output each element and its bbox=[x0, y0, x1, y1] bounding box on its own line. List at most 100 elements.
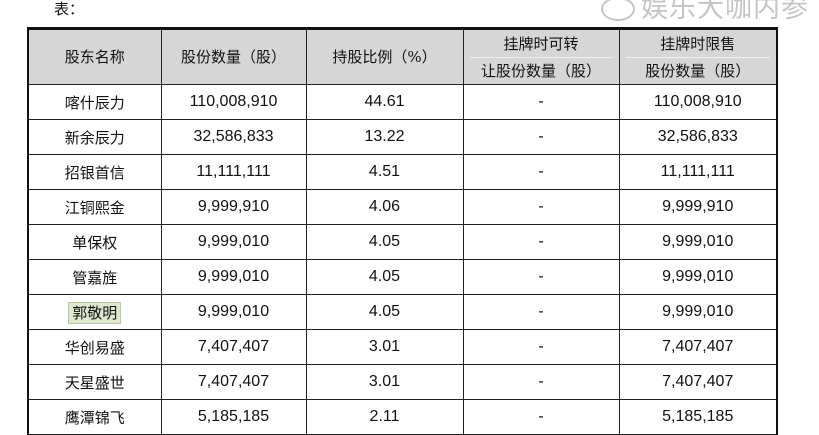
column-header: 持股比例（%） bbox=[305, 28, 464, 85]
restricted-shares: 9,999,010 bbox=[618, 294, 778, 330]
cell-text: 9,999,010 bbox=[662, 268, 734, 285]
share-count: 9,999,910 bbox=[160, 189, 307, 225]
watermark-text: 娱乐大咖内参 bbox=[641, 0, 809, 24]
restricted-shares: 9,999,010 bbox=[618, 224, 778, 260]
shareholder-name: 天星盛世 bbox=[27, 364, 162, 400]
share-count: 5,185,185 bbox=[160, 399, 307, 435]
holding-ratio: 44.61 bbox=[305, 84, 464, 120]
table-row: 鹰潭锦飞 5,185,185 2.11 - 5,185,185 bbox=[27, 399, 778, 435]
column-header-line: 挂牌时限售 bbox=[625, 31, 770, 58]
cell-text: 2.11 bbox=[369, 408, 400, 425]
cell-text: 44.61 bbox=[364, 93, 405, 110]
cell-text: - bbox=[538, 128, 544, 145]
transferable-shares: - bbox=[462, 119, 620, 155]
cell-text: 7,407,407 bbox=[197, 373, 270, 390]
table-row: 单保权 9,999,010 4.05 - 9,999,010 bbox=[27, 224, 778, 260]
column-header-line: 持股比例（%） bbox=[332, 48, 437, 66]
table-row: 天星盛世 7,407,407 3.01 - 7,407,407 bbox=[27, 364, 778, 400]
cell-text: 招银首信 bbox=[64, 163, 125, 182]
column-header-line: 挂牌时可转 bbox=[469, 31, 613, 58]
holding-ratio: 13.22 bbox=[305, 119, 464, 155]
cell-text: 天星盛世 bbox=[64, 373, 125, 392]
restricted-shares: 110,008,910 bbox=[618, 84, 778, 120]
cell-text: 11,111,111 bbox=[660, 163, 735, 180]
cell-text: 9,999,010 bbox=[662, 233, 734, 250]
share-count: 110,008,910 bbox=[160, 84, 307, 120]
cell-text: - bbox=[538, 408, 544, 425]
table-row: 新余辰力 32,586,833 13.22 - 32,586,833 bbox=[27, 119, 778, 155]
cell-text: 4.51 bbox=[368, 163, 401, 180]
cell-text: 管嘉旌 bbox=[72, 268, 118, 287]
shareholder-name: 华创易盛 bbox=[27, 329, 162, 365]
holding-ratio: 3.01 bbox=[305, 364, 464, 400]
share-count: 7,407,407 bbox=[160, 364, 307, 400]
cell-text: 7,407,407 bbox=[197, 338, 270, 355]
cell-text: 5,185,185 bbox=[197, 408, 270, 425]
transferable-shares: - bbox=[462, 364, 620, 400]
cell-text: 7,407,407 bbox=[662, 338, 734, 355]
cell-text: 4.06 bbox=[368, 198, 401, 215]
shareholder-name: 管嘉旌 bbox=[27, 259, 162, 295]
cell-text: 4.05 bbox=[368, 268, 401, 285]
wechat-icon bbox=[601, 0, 635, 21]
transferable-shares: - bbox=[462, 84, 620, 120]
shareholder-table: 股东名称 股份数量（股） 持股比例（%） 挂牌时可转 让股份数量（股） 挂牌时限售 股份数量… bbox=[27, 27, 778, 435]
cell-text: 9,999,010 bbox=[197, 303, 270, 320]
holding-ratio: 4.51 bbox=[305, 154, 464, 190]
table-row: 华创易盛 7,407,407 3.01 - 7,407,407 bbox=[27, 329, 778, 365]
transferable-shares: - bbox=[462, 294, 620, 330]
share-count: 9,999,010 bbox=[160, 224, 307, 260]
column-header: 挂牌时可转让股份数量（股） bbox=[462, 28, 620, 85]
restricted-shares: 9,999,910 bbox=[618, 189, 778, 225]
cell-text: 3.01 bbox=[368, 338, 401, 355]
table-header-row: 股东名称 股份数量（股） 持股比例（%） 挂牌时可转 让股份数量（股） 挂牌时限售 股份数量… bbox=[27, 28, 778, 85]
shareholder-name: 招银首信 bbox=[27, 154, 162, 190]
cell-text: 110,008,910 bbox=[653, 93, 742, 110]
table-row: 管嘉旌 9,999,010 4.05 - 9,999,010 bbox=[27, 259, 778, 295]
cell-text: 9,999,910 bbox=[662, 198, 734, 215]
cell-text: 7,407,407 bbox=[662, 373, 734, 390]
cell-text: 新余辰力 bbox=[64, 128, 125, 147]
cell-text: - bbox=[538, 93, 544, 110]
transferable-shares: - bbox=[462, 259, 620, 295]
table-row: 江铜熙金 9,999,910 4.06 - 9,999,910 bbox=[27, 189, 778, 225]
column-header: 股份数量（股） bbox=[160, 28, 307, 85]
holding-ratio: 4.05 bbox=[305, 259, 464, 295]
column-header-line: 让股份数量（股） bbox=[480, 61, 601, 80]
share-count: 9,999,010 bbox=[160, 294, 307, 330]
cell-text: 32,586,833 bbox=[193, 128, 274, 145]
transferable-shares: - bbox=[462, 399, 620, 435]
share-count: 32,586,833 bbox=[160, 119, 307, 155]
restricted-shares: 7,407,407 bbox=[618, 329, 778, 365]
holding-ratio: 4.05 bbox=[305, 294, 464, 330]
transferable-shares: - bbox=[462, 329, 620, 365]
column-header: 股东名称 bbox=[27, 28, 162, 85]
restricted-shares: 9,999,010 bbox=[618, 259, 778, 295]
cell-text: 4.05 bbox=[368, 233, 401, 250]
restricted-shares: 32,586,833 bbox=[618, 119, 778, 155]
share-count: 9,999,010 bbox=[160, 259, 307, 295]
shareholder-name: 郭敬明 bbox=[27, 294, 162, 330]
share-count: 7,407,407 bbox=[160, 329, 307, 365]
column-header-line: 股份数量（股） bbox=[180, 48, 286, 66]
shareholder-name: 喀什辰力 bbox=[27, 84, 162, 120]
cell-text: - bbox=[538, 198, 544, 215]
transferable-shares: - bbox=[462, 224, 620, 260]
shareholder-name: 新余辰力 bbox=[27, 119, 162, 155]
cell-text: 110,008,910 bbox=[189, 93, 278, 110]
table-row: 郭敬明 9,999,010 4.05 - 9,999,010 bbox=[27, 294, 778, 330]
cell-text: 单保权 bbox=[72, 233, 118, 252]
cell-text: - bbox=[538, 233, 544, 250]
cell-text: 11,111,111 bbox=[196, 163, 271, 180]
cell-text: 华创易盛 bbox=[64, 338, 125, 357]
transferable-shares: - bbox=[462, 154, 620, 190]
watermark: 娱乐大咖内参 bbox=[601, 0, 809, 24]
share-count: 11,111,111 bbox=[160, 154, 307, 190]
shareholder-name: 鹰潭锦飞 bbox=[27, 399, 162, 435]
restricted-shares: 7,407,407 bbox=[618, 364, 778, 400]
cell-text: 13.22 bbox=[364, 128, 405, 145]
cell-text: 喀什辰力 bbox=[64, 93, 125, 112]
column-header-line: 股东名称 bbox=[64, 48, 125, 66]
cell-text: 江铜熙金 bbox=[64, 198, 125, 217]
cell-text: 4.05 bbox=[368, 303, 401, 320]
